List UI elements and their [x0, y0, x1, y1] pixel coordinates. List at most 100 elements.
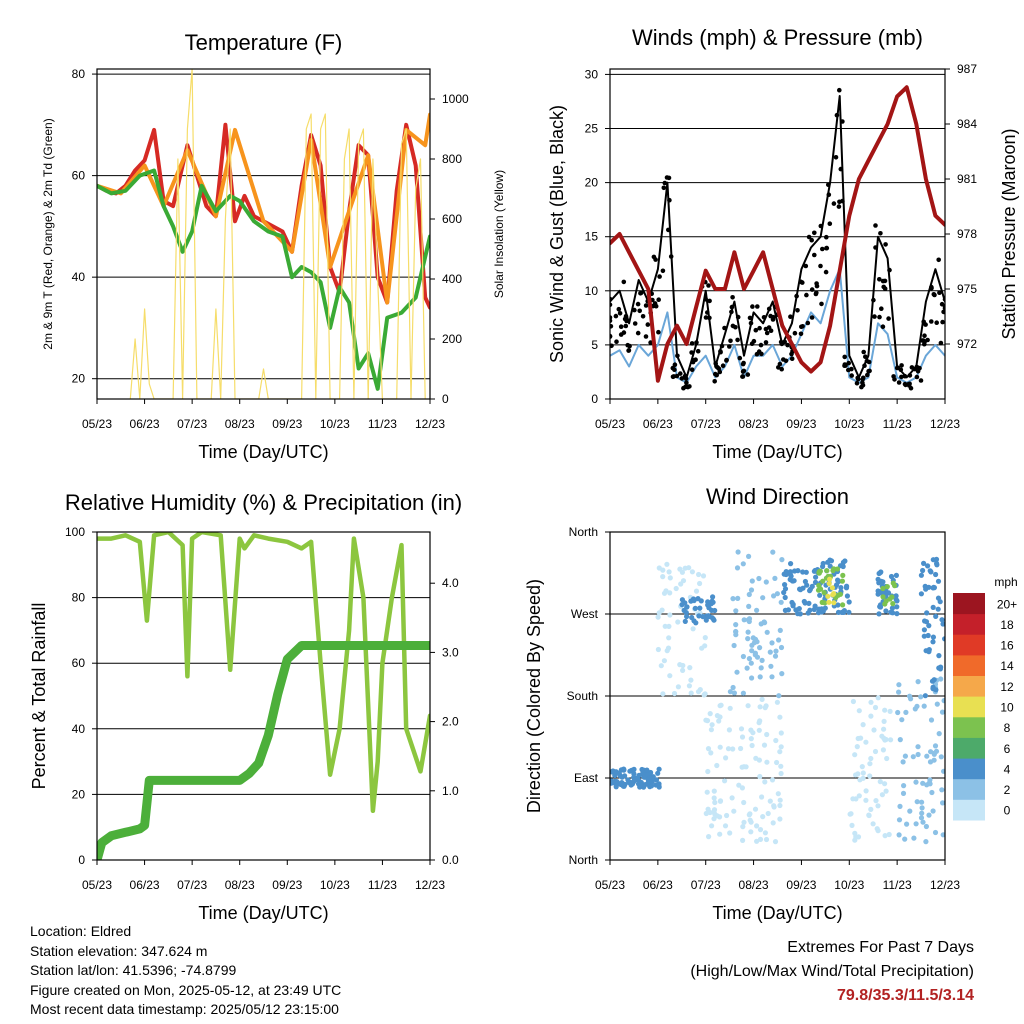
direction-point: [738, 745, 744, 752]
gust-point: [740, 369, 746, 374]
x-tick-label: 07/23: [691, 417, 721, 431]
direction-point: [689, 614, 695, 621]
direction-point: [812, 579, 819, 586]
gust-point: [713, 371, 718, 377]
direction-point: [921, 703, 927, 709]
direction-point: [918, 572, 925, 578]
direction-point: [769, 674, 775, 680]
direction-point: [717, 814, 723, 820]
direction-point: [778, 744, 784, 750]
gust-point: [618, 324, 624, 330]
direction-point: [708, 750, 714, 756]
direction-point: [895, 709, 901, 716]
direction-point: [619, 774, 625, 780]
direction-point: [940, 800, 945, 806]
direction-point: [856, 708, 862, 714]
colorbar-swatch: [953, 675, 985, 697]
direction-point: [730, 596, 736, 602]
direction-point: [671, 690, 678, 697]
direction-point: [740, 561, 746, 567]
direction-point: [881, 718, 887, 725]
direction-point: [770, 820, 776, 826]
direction-point: [882, 707, 888, 713]
gust-point: [823, 269, 829, 275]
y2-tick-label: 978: [957, 227, 977, 241]
gust-point: [819, 301, 824, 307]
direction-point: [790, 601, 796, 608]
direction-point: [875, 591, 881, 597]
gust-point: [836, 204, 842, 209]
direction-point: [610, 780, 614, 786]
colorbar-swatch: [953, 799, 985, 821]
y-tick-label: 20: [585, 176, 599, 190]
series-line-1: [610, 268, 945, 384]
direction-point: [920, 567, 926, 574]
direction-point: [741, 799, 747, 806]
direction-point: [929, 678, 936, 684]
direction-point: [730, 746, 736, 752]
gust-point: [818, 263, 823, 269]
direction-point: [877, 779, 883, 785]
gust-point: [809, 287, 815, 292]
direction-point: [754, 823, 760, 829]
direction-point: [811, 606, 817, 613]
gust-point: [854, 380, 860, 386]
direction-point: [924, 753, 930, 759]
y-tick-label: 0: [78, 853, 85, 867]
direction-point: [764, 731, 770, 738]
y-tick-label: North: [569, 525, 598, 539]
direction-point: [883, 736, 889, 743]
direction-point: [712, 607, 718, 614]
gust-point: [678, 371, 683, 376]
gust-point: [643, 303, 649, 308]
direction-point: [824, 568, 830, 574]
gust-point: [749, 341, 755, 347]
direction-point: [853, 796, 859, 802]
gust-point: [718, 349, 723, 354]
direction-point: [679, 602, 685, 608]
y2-axis-label: Solar Insolation (Yellow): [492, 170, 506, 298]
gust-point: [730, 323, 736, 329]
gust-point: [902, 381, 908, 387]
direction-point: [716, 718, 722, 724]
x-tick-label: 08/23: [739, 417, 769, 431]
direction-point: [863, 788, 869, 794]
direction-point: [702, 635, 708, 641]
direction-point: [673, 585, 679, 592]
direction-point: [816, 582, 822, 589]
direction-point: [778, 599, 784, 605]
gust-point: [705, 310, 710, 315]
chart-title: Wind Direction: [706, 484, 849, 509]
direction-point: [748, 660, 754, 666]
y-axis-label: Direction (Colored By Speed): [524, 579, 544, 813]
gust-point: [657, 274, 662, 279]
gust-point: [907, 373, 913, 378]
direction-point: [679, 597, 686, 603]
direction-point: [928, 717, 935, 723]
direction-point: [825, 559, 831, 565]
direction-point: [629, 781, 635, 787]
direction-point: [727, 830, 733, 836]
direction-point: [932, 829, 939, 836]
x-tick-label: 11/23: [883, 878, 912, 892]
direction-point: [711, 807, 718, 813]
direction-point: [644, 767, 650, 773]
gust-point: [826, 192, 832, 197]
direction-point: [664, 561, 670, 567]
chart-panel-4: Wind Direction Time (Day/UTC) Direction (C…: [524, 484, 1018, 923]
gust-point: [694, 340, 699, 345]
gust-point: [873, 245, 878, 250]
gust-point: [716, 366, 722, 372]
direction-point: [835, 577, 841, 583]
y-tick-label: 80: [72, 67, 86, 81]
gust-point: [864, 358, 870, 364]
chart-panel-2: Winds (mph) & Pressure (mb) Time (Day/UTC…: [547, 25, 1019, 462]
gust-point: [656, 329, 661, 335]
colorbar-label: 4: [1004, 762, 1011, 776]
colorbar-label: 8: [1004, 721, 1011, 735]
direction-point: [655, 770, 661, 776]
x-tick-label: 12/23: [930, 417, 960, 431]
direction-point: [894, 611, 900, 617]
x-tick-label: 06/23: [130, 417, 160, 431]
direction-point: [688, 690, 694, 696]
